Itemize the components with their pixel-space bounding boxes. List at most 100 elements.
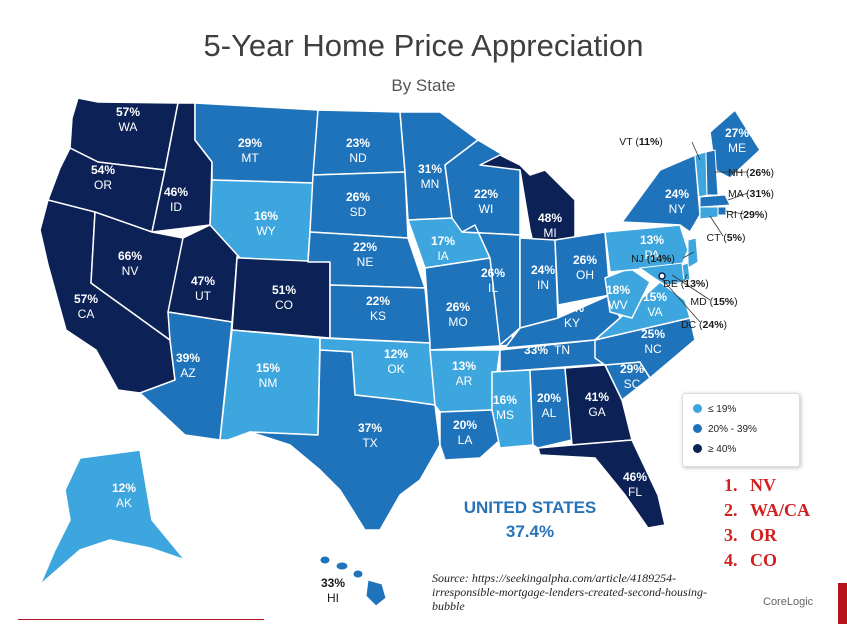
state-shape-ga: [564, 364, 633, 446]
state-abbr-or: OR: [94, 178, 112, 192]
state-pct-ny: 24%: [665, 187, 689, 201]
state-abbr-sc: SC: [624, 377, 641, 391]
legend-item-low: ≤ 19%: [693, 404, 736, 415]
ranking-item: 1. NV: [724, 475, 776, 495]
callout-ct: CT (5%): [707, 232, 746, 244]
state-pct-ar: 13%: [452, 359, 476, 373]
state-abbr-pa: PA: [644, 248, 659, 262]
state-abbr-mn: MN: [421, 177, 440, 191]
leader-nj: [682, 251, 695, 259]
state-shape-nh: [705, 149, 719, 196]
state-abbr-oh: OH: [576, 268, 594, 282]
state-pct-me: 27%: [725, 126, 749, 140]
state-abbr-mo: MO: [448, 315, 467, 329]
callout-ri: RI (29%): [726, 209, 767, 221]
state-abbr-ok: OK: [387, 362, 404, 376]
state-abbr-ak: AK: [116, 496, 132, 510]
state-abbr-ia: IA: [437, 249, 448, 263]
state-shape-fl: [537, 439, 666, 529]
brand-accent-bar: [838, 583, 847, 624]
state-abbr-ca: CA: [78, 307, 95, 321]
callout-de: DE (13%): [663, 278, 709, 290]
state-pct-il: 26%: [481, 266, 505, 280]
state-abbr-tx: TX: [362, 436, 377, 450]
callout-dc: DC (24%): [681, 319, 727, 331]
ranking-item: 4. CO: [724, 550, 777, 570]
state-pct-mi: 48%: [538, 211, 562, 225]
state-pct-tx: 37%: [358, 421, 382, 435]
state-shape-tx: [249, 349, 441, 531]
callout-nh: NH (26%): [728, 167, 774, 179]
legend-swatch-high: [693, 444, 702, 453]
state-pct-ok: 12%: [384, 347, 408, 361]
callout-md: MD (15%): [690, 296, 737, 308]
state-shape-ct: [699, 206, 719, 220]
leader-ri: [725, 210, 745, 215]
state-shape-il: [461, 224, 521, 346]
state-abbr-sd: SD: [350, 205, 367, 219]
state-pct-ca: 57%: [74, 292, 98, 306]
state-pct-sc: 29%: [620, 362, 644, 376]
state-pct-nc: 25%: [641, 327, 665, 341]
legend-item-high: ≥ 40%: [693, 444, 736, 455]
state-shape-hi-4: [365, 579, 387, 607]
state-shape-nc: [594, 317, 696, 379]
state-pct-ms: 16%: [493, 393, 517, 407]
state-abbr-wi: WI: [479, 202, 494, 216]
state-pct-nv: 66%: [118, 249, 142, 263]
state-pct-co: 51%: [272, 283, 296, 297]
us-total-label: UNITED STATES: [463, 498, 597, 517]
state-abbr-ar: AR: [456, 374, 473, 388]
state-abbr-va: VA: [647, 305, 662, 319]
state-shape-hi-2: [335, 561, 349, 571]
state-label-tn: 33% TN: [524, 343, 570, 357]
state-pct-ga: 41%: [585, 390, 609, 404]
state-shape-ma: [699, 194, 731, 208]
state-abbr-ms: MS: [496, 408, 514, 422]
state-abbr-ny: NY: [669, 202, 686, 216]
state-pct-pa: 13%: [640, 233, 664, 247]
state-shape-al: [529, 367, 573, 449]
state-abbr-wy: WY: [256, 224, 275, 238]
source-citation: Source: https://seekingalpha.com/article…: [432, 571, 708, 613]
us-total-value: 37.4%: [505, 522, 555, 541]
state-shape-ak: [39, 449, 186, 586]
callout-vt: VT (11%): [619, 136, 663, 148]
state-abbr-il: IL: [488, 281, 498, 295]
state-pct-nm: 15%: [256, 361, 280, 375]
map-title: 5-Year Home Price Appreciation: [203, 28, 644, 63]
footer-divider: [18, 619, 264, 620]
leader-vt: [691, 141, 701, 161]
state-abbr-nd: ND: [349, 151, 367, 165]
state-abbr-wa: WA: [119, 120, 138, 134]
state-pct-fl: 46%: [623, 470, 647, 484]
state-abbr-mt: MT: [241, 151, 259, 165]
state-shape-hi-3: [352, 569, 364, 579]
state-abbr-co: CO: [275, 298, 293, 312]
state-abbr-ne: NE: [357, 255, 374, 269]
leader-md: [671, 274, 711, 301]
state-abbr-ks: KS: [370, 309, 386, 323]
leader-ma: [727, 192, 749, 201]
legend-swatch-low: [693, 404, 702, 413]
state-pct-mn: 31%: [418, 162, 442, 176]
state-pct-la: 20%: [453, 418, 477, 432]
state-abbr-nm: NM: [259, 376, 278, 390]
state-abbr-la: LA: [458, 433, 473, 447]
state-pct-wi: 22%: [474, 187, 498, 201]
state-abbr-al: AL: [542, 406, 557, 420]
ranking-item: 2. WA/CA: [724, 500, 811, 520]
state-abbr-ky: KY: [564, 316, 580, 330]
state-pct-ky: 21%: [560, 301, 584, 315]
state-shape-va: [594, 281, 691, 341]
state-shape-ri: [717, 206, 727, 216]
state-abbr-me: ME: [728, 141, 746, 155]
legend-swatch-mid: [693, 424, 702, 433]
state-pct-sd: 26%: [346, 190, 370, 204]
callout-ma: MA (31%): [728, 188, 774, 200]
state-pct-wy: 16%: [254, 209, 278, 223]
state-abbr-ga: GA: [588, 405, 605, 419]
state-pct-al: 20%: [537, 391, 561, 405]
state-pct-in: 24%: [531, 263, 555, 277]
state-abbr-id: ID: [170, 200, 182, 214]
